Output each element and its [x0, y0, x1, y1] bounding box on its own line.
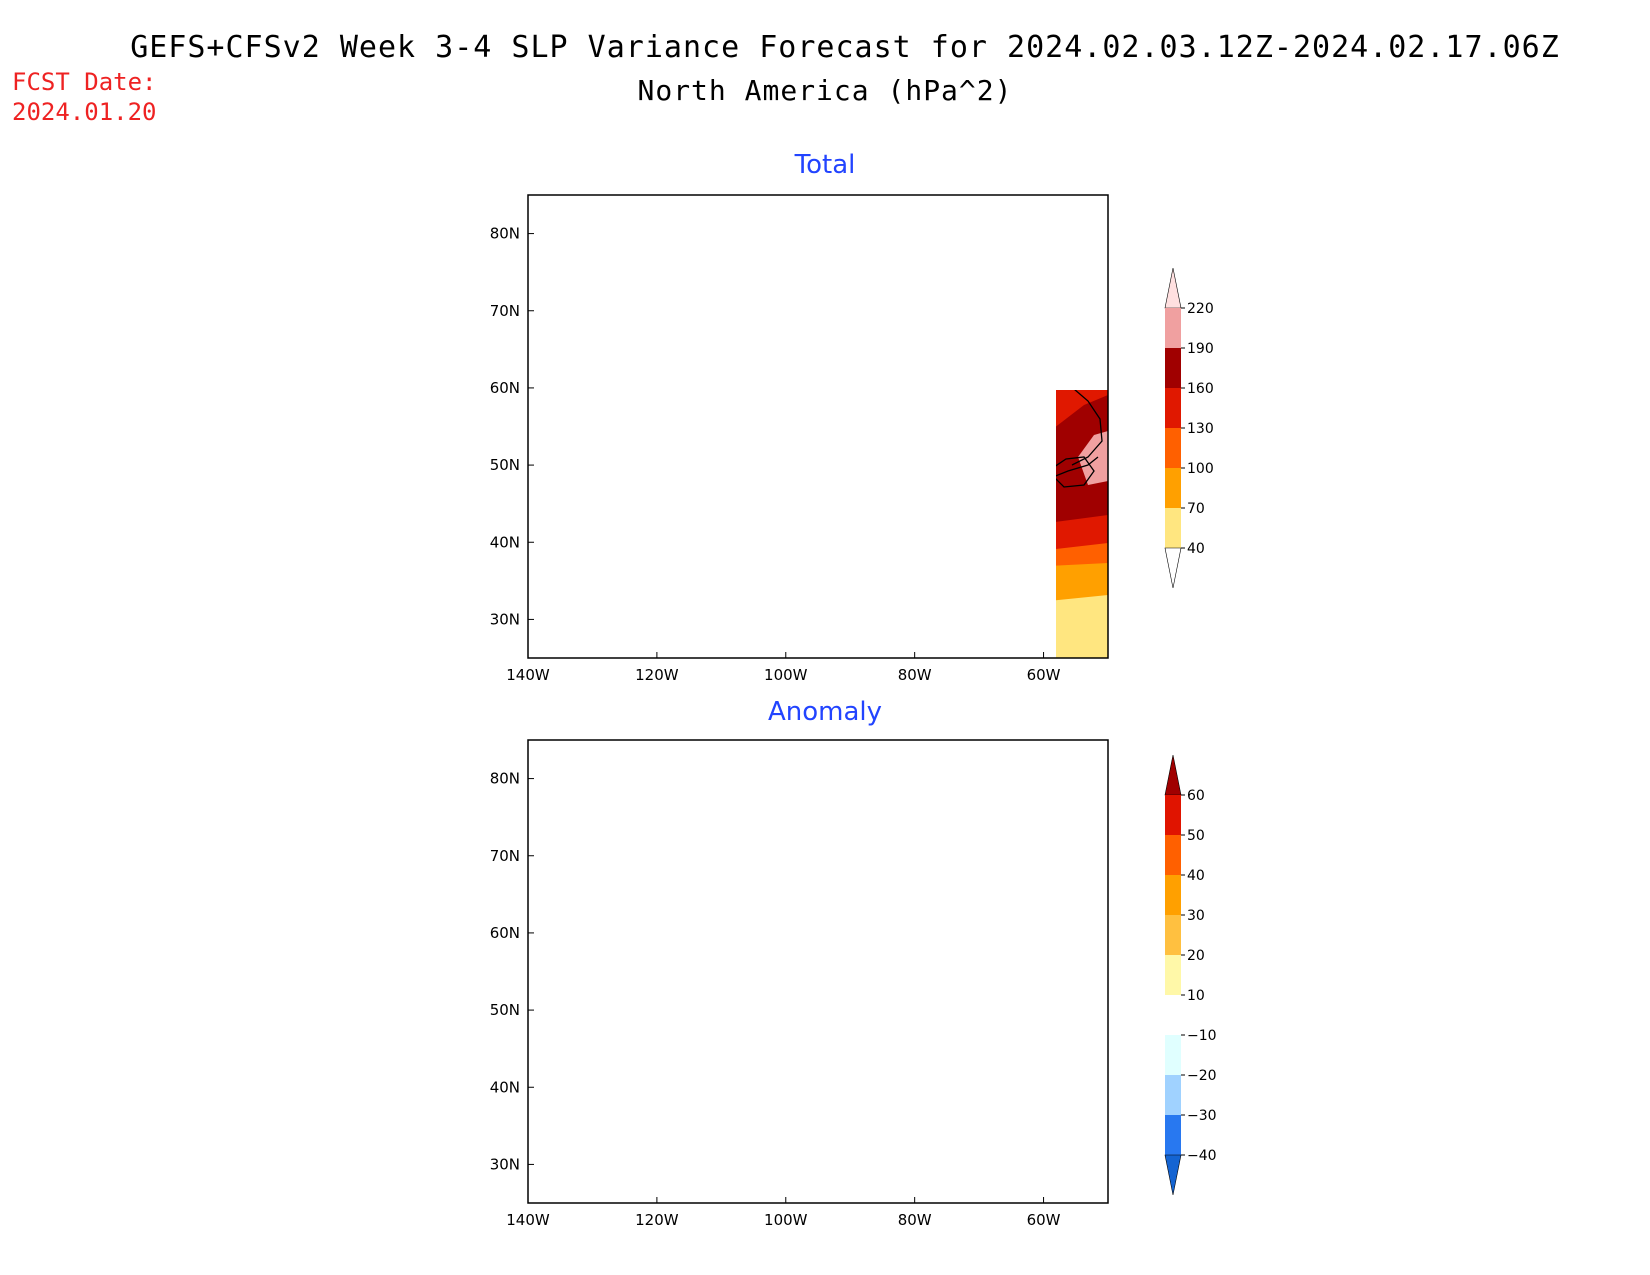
- anomaly-colorbar: 60 50 40 30 20 10 −10 −20 −30 −40: [1164, 754, 1217, 1196]
- lat-tick-label: 50N: [490, 456, 520, 474]
- lat-tick-label: 70N: [490, 302, 520, 320]
- colorbar-swatch: [1165, 795, 1181, 835]
- lon-tick-label: 60W: [1027, 1211, 1061, 1229]
- colorbar-swatch: [1165, 468, 1181, 508]
- colorbar-label: 160: [1187, 381, 1214, 397]
- colorbar-swatch: [1165, 835, 1181, 875]
- lat-tick-label: 30N: [490, 610, 520, 628]
- colorbar-label: 40: [1187, 868, 1205, 884]
- forecast-date-label: FCST Date:: [12, 68, 157, 96]
- lon-tick-label: 80W: [898, 666, 932, 684]
- colorbar-label: 60: [1187, 788, 1205, 804]
- colorbar-swatch: [1164, 267, 1182, 309]
- colorbar-label: 190: [1187, 341, 1214, 357]
- anomaly-map: [527, 739, 1109, 1204]
- colorbar-swatch: [1165, 508, 1181, 548]
- colorbar-label: 10: [1187, 988, 1205, 1004]
- figure-subtitle: North America (hPa^2): [637, 74, 1013, 107]
- colorbar-swatch: [1165, 875, 1181, 915]
- lon-tick-label: 140W: [506, 1211, 550, 1229]
- lat-tick-label: 70N: [490, 847, 520, 865]
- colorbar-label: 70: [1187, 501, 1205, 517]
- figure-title: GEFS+CFSv2 Week 3-4 SLP Variance Forecas…: [130, 30, 1560, 65]
- colorbar-label: 30: [1187, 908, 1205, 924]
- colorbar-label: 40: [1187, 541, 1205, 557]
- colorbar-label: −10: [1187, 1028, 1217, 1044]
- colorbar-swatch: [1165, 388, 1181, 428]
- colorbar-swatch: [1164, 1154, 1182, 1196]
- forecast-date-value: 2024.01.20: [12, 98, 157, 126]
- lat-tick-label: 80N: [490, 770, 520, 788]
- lon-tick-label: 120W: [635, 666, 679, 684]
- lon-tick-label: 140W: [506, 666, 550, 684]
- colorbar-swatch: [1164, 547, 1182, 589]
- colorbar-label: 130: [1187, 421, 1214, 437]
- anomaly-map-frame: [527, 739, 1109, 1204]
- colorbar-swatch: [1165, 348, 1181, 388]
- colorbar-swatch: [1165, 308, 1181, 348]
- colorbar-swatch: [1165, 955, 1181, 995]
- lon-tick-label: 100W: [764, 1211, 808, 1229]
- total-panel-title: Total: [794, 150, 856, 180]
- anomaly-axes: 80N 70N 60N 50N 40N 30N 140W 120W 100W 80W 60W: [490, 770, 1061, 1229]
- anomaly-panel-title: Anomaly: [767, 697, 883, 727]
- colorbar-label: −30: [1187, 1108, 1217, 1124]
- colorbar-label: 50: [1187, 828, 1205, 844]
- colorbar-label: 20: [1187, 948, 1205, 964]
- total-map-frame: [527, 194, 1109, 659]
- lon-tick-label: 100W: [764, 666, 808, 684]
- total-axes: 80N 70N 60N 50N 40N 30N 140W 120W 100W 80W 60W: [490, 225, 1061, 684]
- colorbar-swatch: [1165, 428, 1181, 468]
- lat-tick-label: 50N: [490, 1001, 520, 1019]
- colorbar-label: 220: [1187, 301, 1214, 317]
- colorbar-swatch: [1165, 995, 1181, 1035]
- lon-tick-label: 80W: [898, 1211, 932, 1229]
- colorbar-swatch: [1165, 1115, 1181, 1155]
- colorbar-swatch: [1165, 1035, 1181, 1075]
- lat-tick-label: 40N: [490, 1078, 520, 1096]
- lat-tick-label: 30N: [490, 1155, 520, 1173]
- lat-tick-label: 40N: [490, 533, 520, 551]
- lat-tick-label: 80N: [490, 225, 520, 243]
- colorbar-label: 100: [1187, 461, 1214, 477]
- colorbar-swatch: [1164, 754, 1182, 796]
- colorbar-swatch: [1165, 1075, 1181, 1115]
- lon-tick-label: 120W: [635, 1211, 679, 1229]
- lon-tick-label: 60W: [1027, 666, 1061, 684]
- total-map: [527, 194, 1109, 659]
- total-colorbar: 220 190 160 130 100 70 40: [1164, 267, 1214, 589]
- lat-tick-label: 60N: [490, 924, 520, 942]
- lat-tick-label: 60N: [490, 379, 520, 397]
- colorbar-label: −20: [1187, 1068, 1217, 1084]
- colorbar-swatch: [1165, 915, 1181, 955]
- colorbar-label: −40: [1187, 1148, 1217, 1164]
